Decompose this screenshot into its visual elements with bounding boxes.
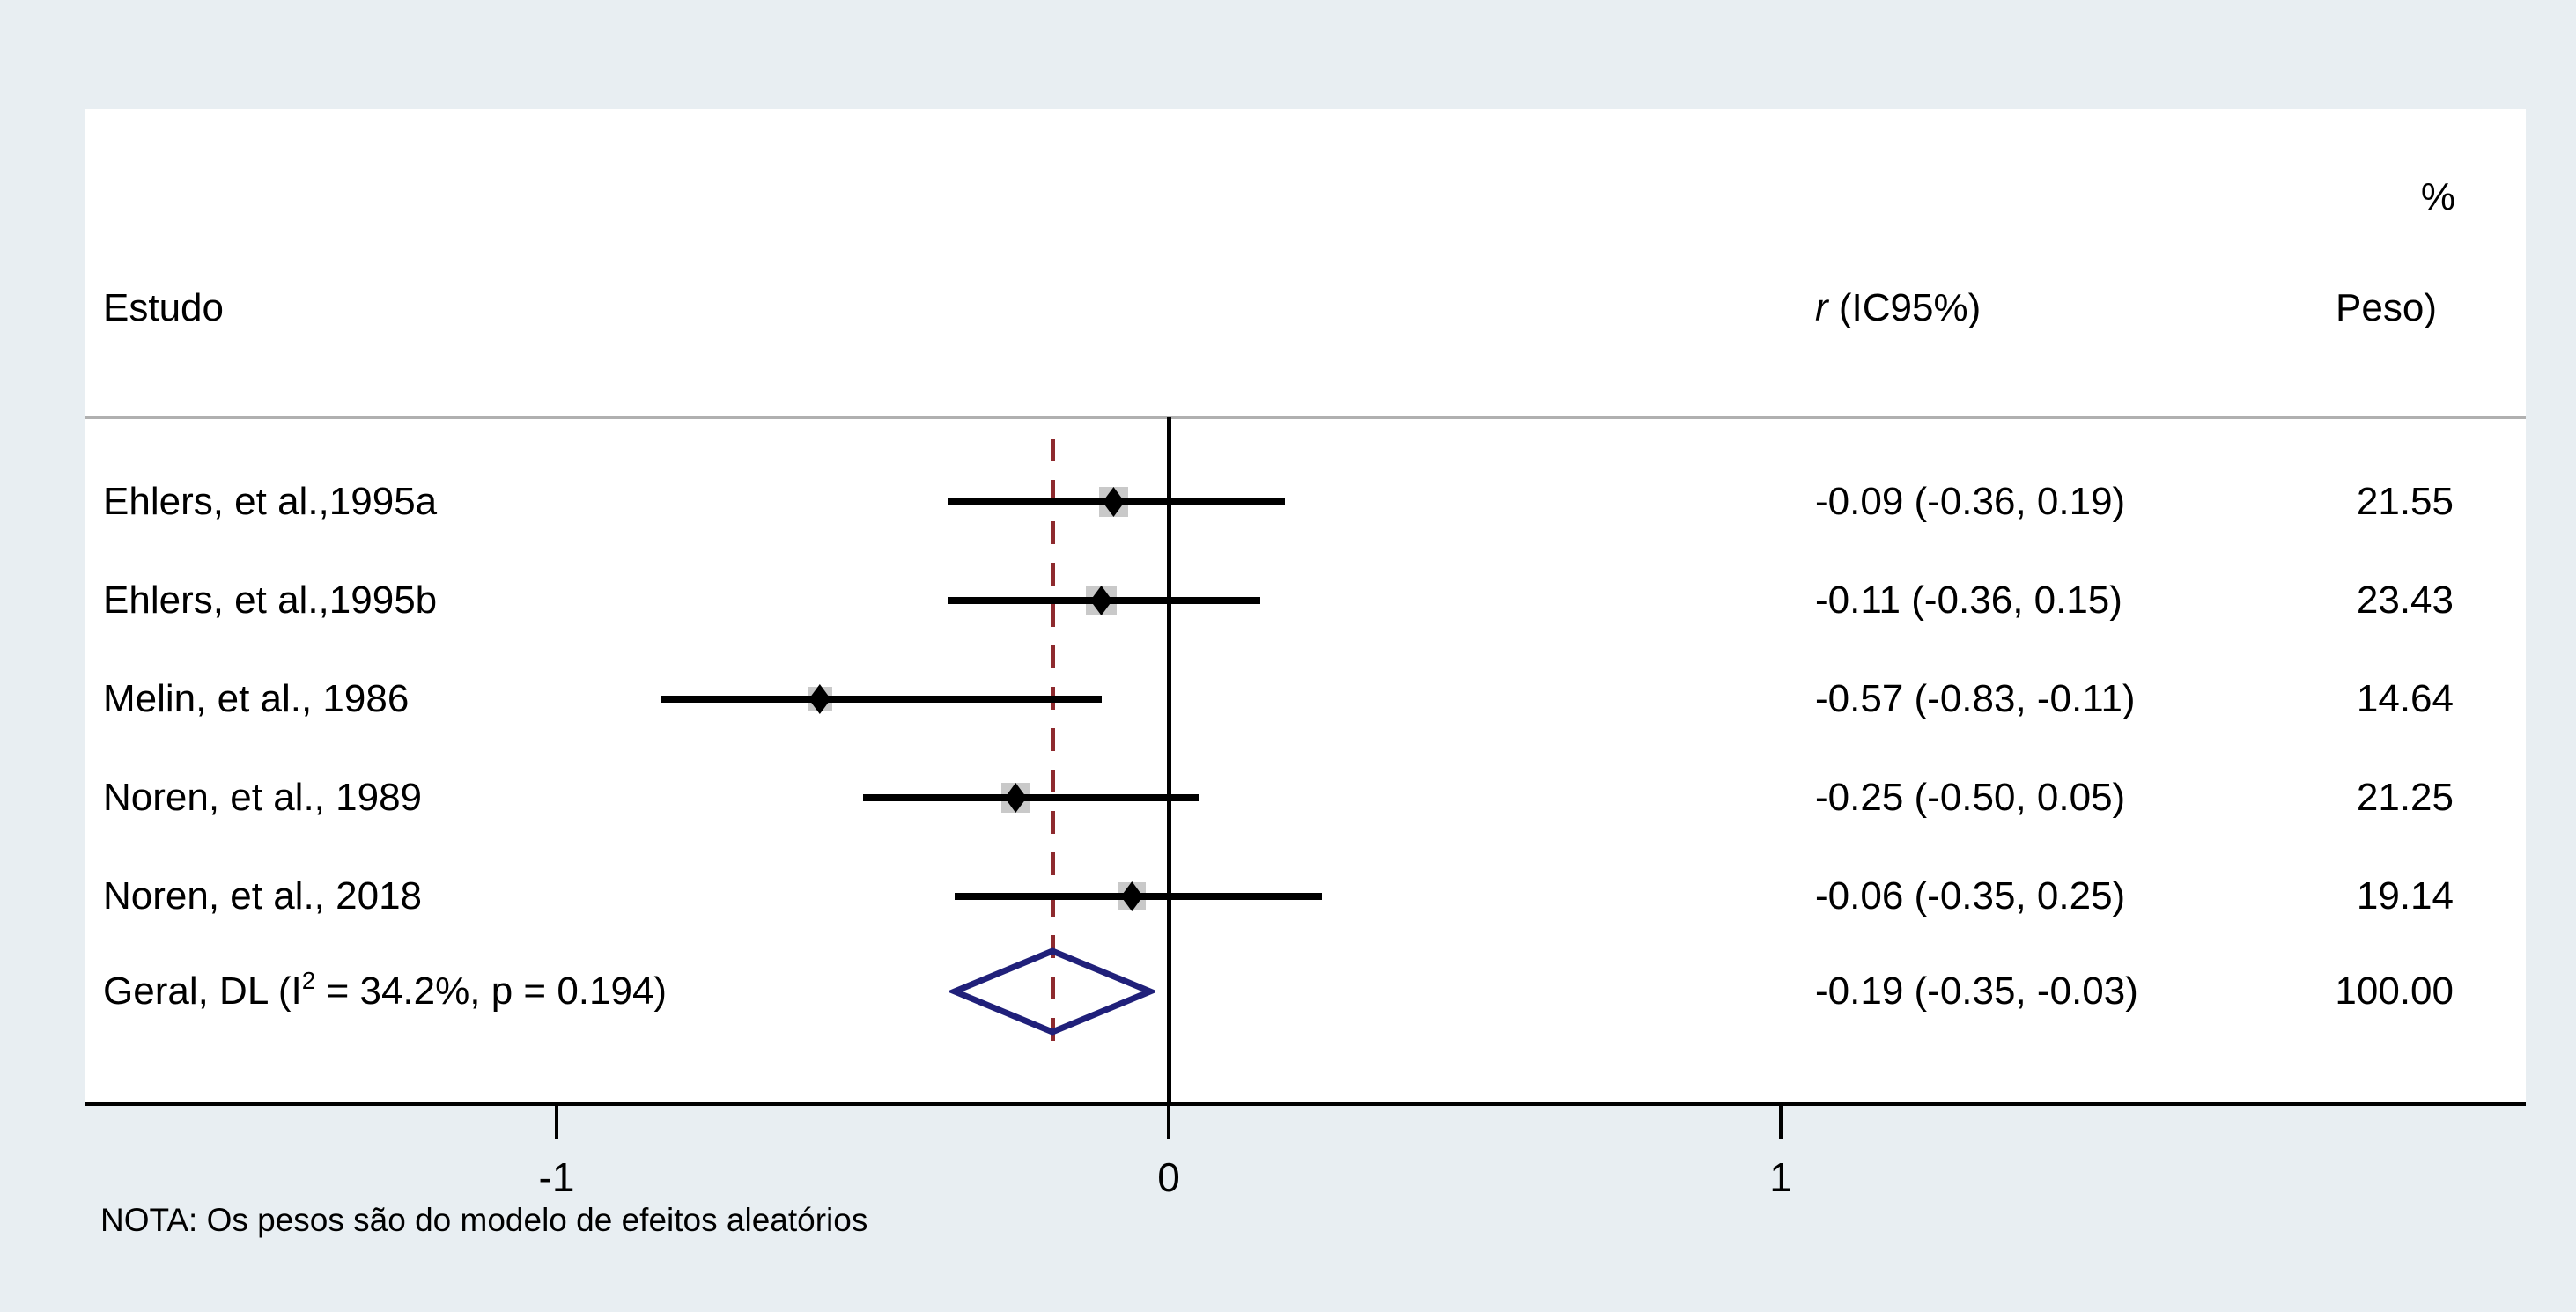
effect-header-ci: (IC95%) <box>1827 286 1982 329</box>
effect-value: -0.06 (-0.35, 0.25) <box>1815 874 2126 918</box>
x-tick-mark <box>1167 1106 1170 1139</box>
study-label: Ehlers, et al.,1995b <box>103 579 438 622</box>
overall-effect-value: -0.19 (-0.35, -0.03) <box>1815 969 2138 1013</box>
x-tick-label: 1 <box>1769 1154 1792 1200</box>
weights-note: NOTA: Os pesos são do modelo de efeitos … <box>100 1202 868 1238</box>
overall-label: Geral, DL (I2 = 34.2%, p = 0.194) <box>103 965 667 1022</box>
study-label: Ehlers, et al.,1995a <box>103 480 438 523</box>
effect-value: -0.09 (-0.36, 0.19) <box>1815 480 2126 523</box>
column-header-effect: r (IC95%) <box>1815 282 1981 335</box>
overall-label-superscript: 2 <box>301 967 316 994</box>
x-axis-line <box>85 1102 2526 1106</box>
column-header-weight-percent: % <box>2420 175 2455 218</box>
study-label: Noren, et al., 1989 <box>103 776 423 819</box>
weight-value: 14.64 <box>2356 677 2454 720</box>
x-tick-label: -1 <box>538 1154 575 1200</box>
effect-value: -0.11 (-0.36, 0.15) <box>1815 579 2122 622</box>
confidence-interval-line <box>661 696 1102 703</box>
weight-value: 21.25 <box>2356 776 2454 819</box>
x-tick-label: 0 <box>1157 1154 1180 1200</box>
overall-diamond <box>949 947 1155 1036</box>
overall-label-prefix: Geral, DL (I <box>103 969 302 1013</box>
weight-value: 19.14 <box>2356 874 2454 918</box>
overall-weight-value: 100.00 <box>2335 969 2454 1013</box>
effect-value: -0.25 (-0.50, 0.05) <box>1815 776 2126 819</box>
study-label: Noren, et al., 2018 <box>103 874 423 918</box>
confidence-interval-line <box>862 794 1199 801</box>
overall-label-suffix: = 34.2%, p = 0.194) <box>315 969 668 1013</box>
column-header-study: Estudo <box>103 286 224 329</box>
weight-value: 21.55 <box>2356 480 2454 523</box>
study-label: Melin, et al., 1986 <box>103 677 410 720</box>
effect-header-r: r <box>1815 286 1828 329</box>
null-effect-line <box>1167 417 1171 1102</box>
plot-panel <box>85 109 2526 1102</box>
x-tick-mark <box>1779 1106 1783 1139</box>
column-header-weight: Peso) <box>2336 286 2437 329</box>
x-tick-mark <box>555 1106 558 1139</box>
weight-value: 23.43 <box>2356 579 2454 622</box>
header-separator-line <box>85 416 2526 419</box>
overall-estimate-dashed-line <box>1051 439 1055 1048</box>
effect-value: -0.57 (-0.83, -0.11) <box>1815 677 2136 720</box>
